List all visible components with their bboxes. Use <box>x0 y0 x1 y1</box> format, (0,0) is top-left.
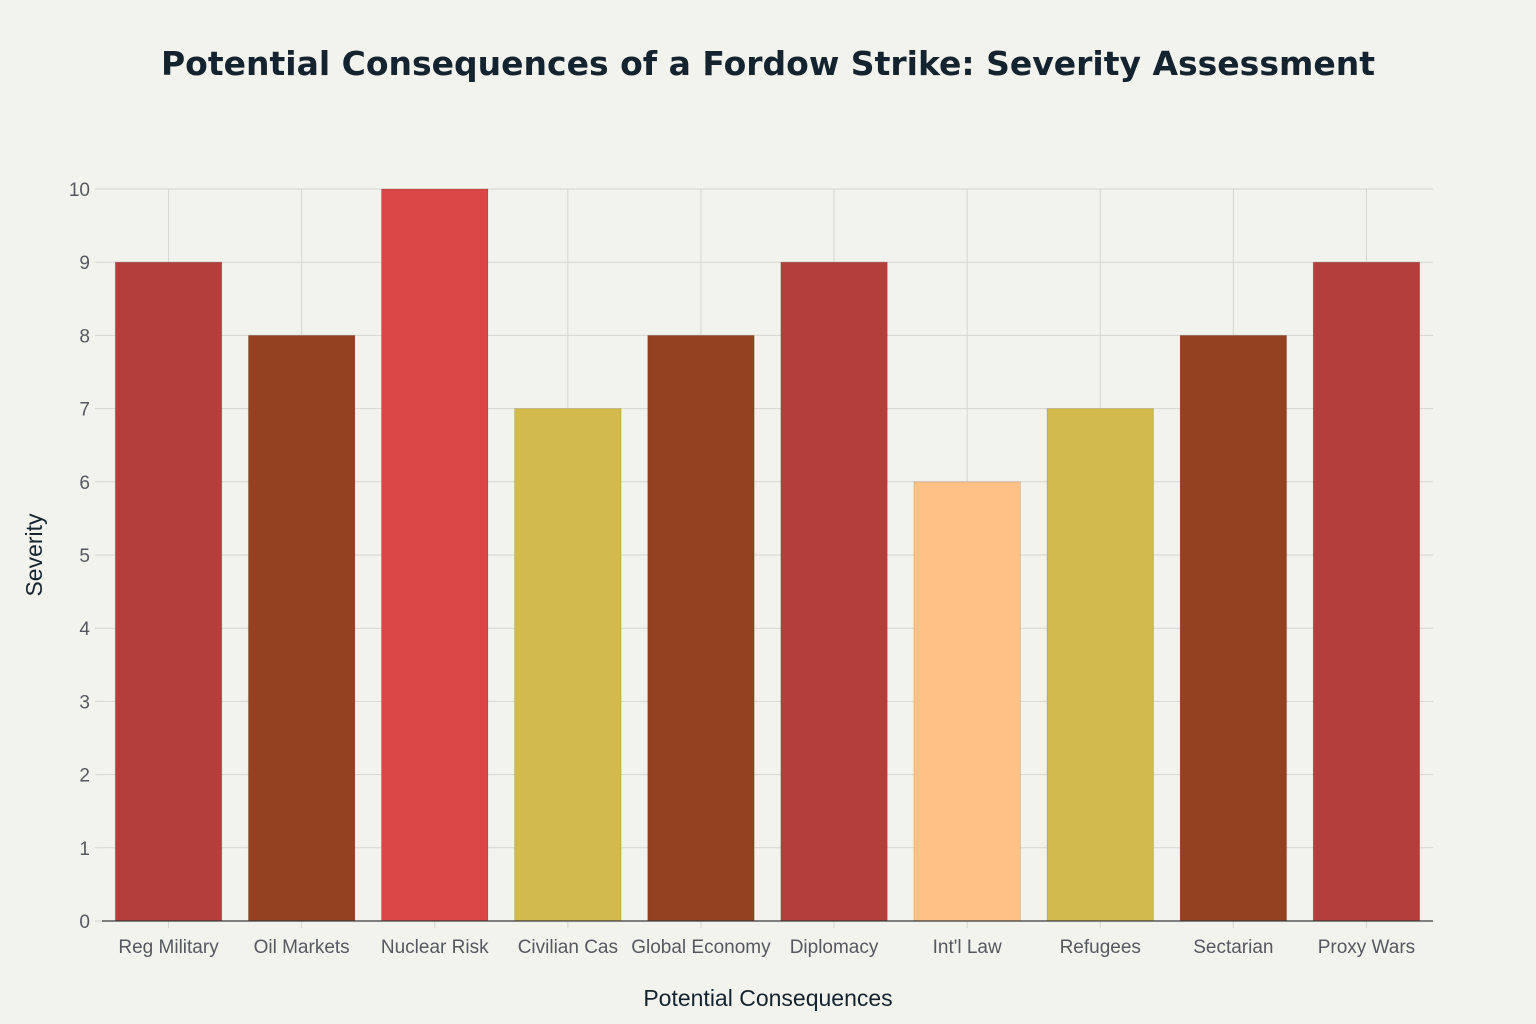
bar[interactable] <box>247 334 356 922</box>
bar[interactable] <box>1046 408 1154 922</box>
bar[interactable] <box>114 261 223 922</box>
bars <box>114 188 1421 922</box>
y-tick-label: 9 <box>79 253 90 274</box>
y-tick-label: 10 <box>69 180 90 201</box>
y-tick-label: 0 <box>79 912 90 933</box>
x-tick-label: Proxy Wars <box>1318 937 1415 958</box>
bar[interactable] <box>381 188 489 922</box>
chart-title: Potential Consequences of a Fordow Strik… <box>161 44 1375 83</box>
y-tick-label: 5 <box>79 546 90 567</box>
bar[interactable] <box>913 481 1021 922</box>
y-tick-label: 3 <box>79 692 90 713</box>
x-tick-label: Global Economy <box>631 937 771 958</box>
x-tick-label: Sectarian <box>1193 937 1273 958</box>
x-tick-label: Diplomacy <box>790 937 879 958</box>
x-tick-label: Civilian Cas <box>518 937 618 958</box>
y-axis-title: Severity <box>21 513 47 597</box>
x-axis-title: Potential Consequences <box>643 985 892 1011</box>
bar[interactable] <box>514 408 622 922</box>
x-tick-label: Int'l Law <box>933 937 1002 958</box>
bar[interactable] <box>647 334 755 922</box>
y-tick-label: 2 <box>79 766 90 787</box>
x-tick-label: Refugees <box>1060 937 1141 958</box>
x-tick-label: Oil Markets <box>254 937 350 958</box>
bar[interactable] <box>780 261 888 922</box>
y-tick-label: 4 <box>79 619 90 640</box>
bar[interactable] <box>1312 261 1421 922</box>
x-tick-label: Nuclear Risk <box>381 937 489 958</box>
bar[interactable] <box>1179 334 1288 922</box>
y-tick-label: 6 <box>79 473 90 494</box>
y-tick-label: 8 <box>79 326 90 347</box>
y-tick-label: 1 <box>79 839 90 860</box>
x-tick-label: Reg Military <box>118 937 219 958</box>
axes: 0 1 2 3 4 5 6 7 8 9 10 Reg Military Oil Markets Nucle… <box>69 180 1433 958</box>
y-tick-label: 7 <box>79 400 90 421</box>
